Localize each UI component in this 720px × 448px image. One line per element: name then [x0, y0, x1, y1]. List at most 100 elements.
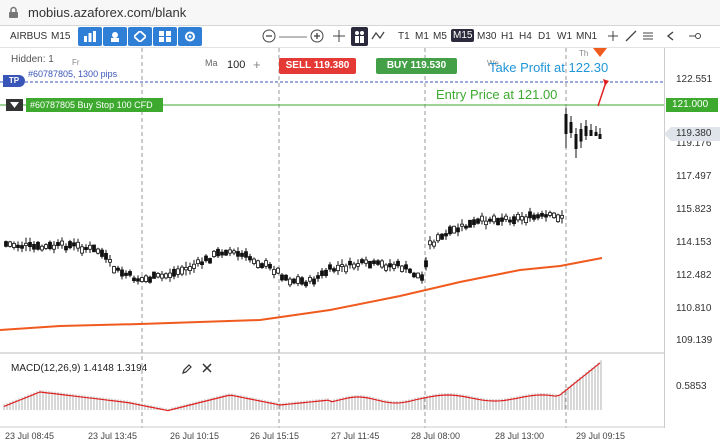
candle-body [408, 268, 412, 273]
price-label: 112.482 [676, 270, 712, 281]
candle-body [292, 278, 296, 284]
crosshair-icon[interactable] [332, 29, 346, 43]
edit-icon[interactable] [181, 363, 193, 375]
marker-triangle-icon[interactable] [593, 48, 607, 57]
price-chart[interactable] [0, 48, 664, 428]
candle-body [496, 217, 500, 226]
market-label: Ma [205, 58, 218, 68]
candle-body [456, 227, 460, 233]
candle-body [48, 241, 52, 250]
candle-body [124, 272, 128, 276]
candle-body [524, 216, 528, 224]
candle-body [288, 278, 292, 286]
candle-body [284, 274, 288, 281]
zoom-slider[interactable] [279, 36, 307, 38]
candles [4, 108, 602, 288]
volume-plus-button[interactable]: + [253, 57, 261, 72]
candle-body [352, 263, 356, 269]
lock-icon [9, 6, 18, 18]
candle-body [240, 252, 244, 257]
chart-type-button[interactable] [78, 27, 102, 46]
menu-icon[interactable] [641, 29, 655, 43]
candle-body [244, 251, 248, 258]
candle-body [44, 244, 48, 249]
candle-body [120, 269, 124, 277]
candle-body [36, 241, 40, 250]
tf-w1[interactable]: W1 [557, 31, 572, 42]
trend-line-icon[interactable] [371, 29, 385, 43]
candle-body [574, 134, 578, 149]
candle-body [108, 259, 112, 263]
tp-badge[interactable]: TP [3, 75, 25, 87]
candle-body [296, 276, 300, 284]
zoom-out-icon[interactable] [262, 29, 276, 43]
templates-button[interactable] [153, 27, 177, 46]
candle-body [412, 272, 416, 278]
candle-body [464, 225, 468, 229]
zoom-in-icon[interactable] [310, 29, 324, 43]
arrow-left-icon[interactable] [664, 29, 678, 43]
tf-d1[interactable]: D1 [538, 31, 551, 42]
candle-body [452, 225, 456, 234]
candle-body [376, 260, 380, 265]
candle-body [200, 261, 204, 266]
candle-body [76, 241, 80, 249]
close-icon[interactable] [201, 362, 213, 374]
candle-body [152, 271, 156, 279]
crosshair-tool-icon[interactable] [606, 29, 620, 43]
tf-h1[interactable]: H1 [501, 31, 514, 42]
settings-button[interactable] [178, 27, 202, 46]
buy-button[interactable]: BUY 119.530 [376, 58, 457, 74]
hidden-count[interactable]: Hidden: 1 [11, 54, 54, 65]
buy-stop-order-label[interactable]: #60787805 Buy Stop 100 CFD [26, 98, 163, 112]
candle-body [320, 270, 324, 276]
buy-price: 119.530 [410, 60, 447, 71]
tf-m5[interactable]: M5 [433, 31, 447, 42]
tf-mn1[interactable]: MN1 [576, 31, 598, 42]
tp-order-info: #60787805, 1300 pips [28, 69, 118, 79]
entry-price-annotation: Entry Price at 121.00 [436, 87, 558, 102]
candle-body [236, 251, 240, 257]
candle-body [380, 260, 384, 268]
candle-body [532, 214, 536, 220]
tp-arrow [597, 81, 607, 107]
candle-body [300, 277, 304, 285]
tf-m15[interactable]: M15 [451, 29, 475, 42]
price-label: 117.497 [676, 171, 712, 182]
candle-body [216, 248, 220, 257]
drawing-tools-button[interactable] [128, 27, 152, 46]
weekday-label: Th [579, 49, 589, 58]
scroll-end-icon[interactable] [688, 29, 702, 43]
sell-button[interactable]: SELL 119.380 [279, 58, 356, 74]
arrow-head-icon [603, 79, 609, 86]
macd-signal-line [3, 362, 601, 412]
volume-input[interactable]: 100 [227, 59, 246, 71]
url-text[interactable]: mobius.azaforex.com/blank [28, 5, 187, 20]
tf-h4[interactable]: H4 [519, 31, 532, 42]
indicators-button[interactable] [103, 27, 127, 46]
candle-body [598, 134, 602, 139]
draw-line-icon[interactable] [624, 29, 638, 43]
candle-body [368, 260, 372, 269]
candle-body [348, 260, 352, 266]
period-label[interactable]: M15 [51, 31, 71, 42]
tf-m1[interactable]: M1 [415, 31, 429, 42]
candle-body [544, 214, 548, 218]
candle-body [480, 215, 484, 222]
candle-body [252, 258, 256, 264]
tf-m30[interactable]: M30 [477, 31, 497, 42]
candle-body [224, 249, 228, 256]
tf-t1[interactable]: T1 [398, 31, 410, 42]
candle-body [64, 245, 68, 251]
time-label: 29 Jul 09:15 [576, 431, 626, 441]
indicator-icon [111, 32, 119, 42]
trade-mode-button[interactable] [351, 27, 368, 46]
address-bar[interactable]: mobius.azaforex.com/blank [0, 0, 720, 26]
candle-body [4, 241, 8, 247]
time-label: 28 Jul 08:00 [411, 431, 461, 441]
symbol-label[interactable]: AIRBUS [10, 31, 48, 42]
order-toggle-button[interactable] [6, 99, 23, 111]
candle-body [428, 240, 432, 246]
candle-body [116, 267, 120, 271]
candle-body [308, 277, 312, 282]
